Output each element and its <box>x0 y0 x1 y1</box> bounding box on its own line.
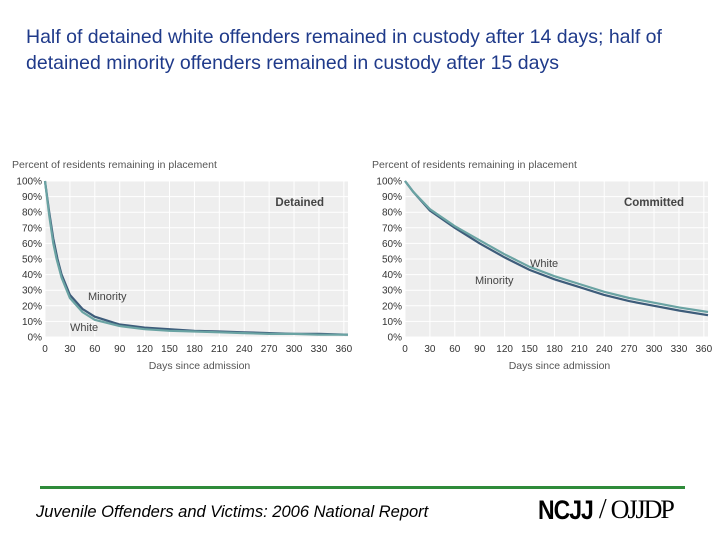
x-tick-label: 270 <box>261 344 278 355</box>
y-tick-label: 0% <box>28 333 43 344</box>
y-tick-label: 10% <box>22 317 42 328</box>
y-tick-label: 100% <box>16 177 42 188</box>
x-tick-label: 90 <box>474 344 486 355</box>
x-tick-label: 90 <box>114 344 126 355</box>
x-tick-label: 120 <box>136 344 153 355</box>
x-tick-label: 270 <box>621 344 638 355</box>
slide-title: Half of detained white offenders remaine… <box>26 26 662 74</box>
series-label-minority: Minority <box>475 275 514 287</box>
series-line-white <box>43 180 348 336</box>
footer-rule <box>40 486 685 489</box>
panel-label: Detained <box>275 197 324 209</box>
ncjj-logo-text: NCJJ <box>538 494 594 525</box>
y-tick-label: 40% <box>22 270 42 281</box>
series-label-minority: Minority <box>88 291 127 303</box>
footer-report-title: Juvenile Offenders and Victims: 2006 Nat… <box>36 503 429 521</box>
x-tick-label: 30 <box>424 344 436 355</box>
panel-label: Committed <box>624 197 684 209</box>
series-line-minority <box>404 180 709 317</box>
y-tick-label: 70% <box>382 223 402 234</box>
y-tick-label: 80% <box>22 208 42 219</box>
y-tick-label: 30% <box>382 286 402 297</box>
y-tick-label: 70% <box>22 223 42 234</box>
committed-chart: 0% 10% 20% 30% 40% 50% 60% 70% 80% 90% 100% 0 30 60 90… <box>372 159 713 372</box>
series-label-white: White <box>70 322 98 334</box>
y-axis-title: Percent of residents remaining in placem… <box>372 159 577 171</box>
y-tick-label: 10% <box>382 317 402 328</box>
x-tick-label: 0 <box>402 344 408 355</box>
x-axis-title: Days since admission <box>149 360 251 372</box>
y-tick-label: 20% <box>22 301 42 312</box>
x-tick-label: 300 <box>646 344 663 355</box>
y-tick-label: 100% <box>376 177 402 188</box>
x-tick-label: 120 <box>496 344 513 355</box>
y-axis-title: Percent of residents remaining in placem… <box>12 159 217 171</box>
y-tick-label: 60% <box>382 239 402 250</box>
x-tick-label: 360 <box>336 344 353 355</box>
x-tick-label: 210 <box>571 344 588 355</box>
x-tick-label: 30 <box>64 344 76 355</box>
x-tick-label: 0 <box>42 344 48 355</box>
y-tick-label: 0% <box>388 333 403 344</box>
x-tick-label: 60 <box>89 344 101 355</box>
series-label-white: White <box>530 258 558 270</box>
x-axis-title: Days since admission <box>509 360 611 372</box>
x-tick-label: 210 <box>211 344 228 355</box>
ncjj-ojjdp-logo: NCJJ / OJJDP <box>538 490 688 530</box>
x-tick-label: 300 <box>286 344 303 355</box>
y-tick-label: 20% <box>382 301 402 312</box>
y-tick-label: 50% <box>22 255 42 266</box>
y-tick-label: 40% <box>382 270 402 281</box>
x-tick-label: 180 <box>546 344 563 355</box>
x-tick-label: 330 <box>311 344 328 355</box>
y-tick-label: 90% <box>382 192 402 203</box>
y-tick-label: 50% <box>382 255 402 266</box>
x-tick-label: 360 <box>696 344 713 355</box>
y-tick-label: 90% <box>22 192 42 203</box>
y-tick-label: 60% <box>22 239 42 250</box>
series-line-white <box>404 180 709 314</box>
y-tick-label: 30% <box>22 286 42 297</box>
x-tick-label: 150 <box>161 344 178 355</box>
logo-slash: / <box>598 494 607 525</box>
x-tick-label: 150 <box>521 344 538 355</box>
y-tick-label: 80% <box>382 208 402 219</box>
detained-chart: 0% 10% 20% 30% 40% 50% 60% 70% 80% 90% 100% 0 30 60 90… <box>12 159 353 372</box>
x-tick-label: 60 <box>449 344 461 355</box>
ojjdp-logo-text: OJJDP <box>610 495 675 524</box>
x-tick-label: 180 <box>186 344 203 355</box>
x-tick-label: 240 <box>236 344 253 355</box>
x-tick-label: 240 <box>596 344 613 355</box>
x-tick-label: 330 <box>671 344 688 355</box>
